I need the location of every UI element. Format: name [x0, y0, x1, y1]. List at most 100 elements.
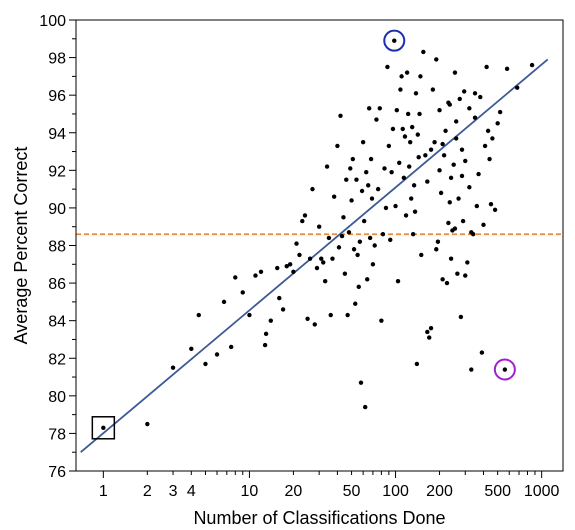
- data-point: [395, 279, 401, 284]
- x-axis-title: Number of Classifications Done: [193, 508, 445, 528]
- data-point: [357, 239, 363, 244]
- data-point: [287, 262, 293, 267]
- y-tick-label: 88: [48, 239, 66, 256]
- data-point: [452, 226, 458, 231]
- data-point: [297, 252, 302, 258]
- data-point: [393, 203, 398, 209]
- data-point: [451, 162, 456, 167]
- data-point: [300, 218, 305, 224]
- y-tick-label: 96: [48, 88, 66, 105]
- data-point: [203, 361, 208, 367]
- data-point: [319, 256, 324, 261]
- data-point: [346, 230, 352, 235]
- data-point: [379, 318, 384, 323]
- data-point: [403, 213, 409, 218]
- y-axis-title: Average Percent Correct: [11, 147, 31, 345]
- data-point: [437, 108, 442, 113]
- data-point: [423, 153, 428, 158]
- data-point: [263, 331, 269, 337]
- data-point: [476, 171, 481, 177]
- data-point: [302, 213, 308, 218]
- x-axis: 1 2 3 4 10 20 50 100 200 500 1000: [99, 471, 560, 500]
- data-point: [310, 186, 315, 192]
- y-tick-label: 80: [48, 389, 66, 406]
- data-point: [394, 108, 400, 113]
- data-point: [437, 168, 442, 173]
- data-point: [400, 126, 405, 132]
- data-point: [356, 284, 361, 290]
- data-point: [331, 194, 337, 199]
- y-tick-label: 86: [48, 276, 66, 293]
- data-point: [452, 70, 458, 75]
- data-point: [348, 166, 353, 171]
- data-point: [351, 247, 357, 252]
- data-point: [367, 235, 373, 241]
- data-point: [478, 94, 483, 100]
- x-tick-label: 1: [99, 483, 108, 500]
- data-point: [409, 124, 415, 130]
- y-axis: 76 78 80 82 84 86 88 90 92 94 96 98 100: [39, 13, 76, 481]
- data-point: [469, 367, 474, 372]
- data-point: [456, 196, 461, 201]
- data-point: [414, 361, 420, 367]
- data-point: [388, 237, 393, 243]
- data-point: [262, 342, 268, 348]
- data-point: [459, 147, 465, 152]
- highlight-markers: [91, 29, 516, 440]
- y-tick-label: 82: [48, 351, 66, 368]
- data-point: [145, 421, 150, 427]
- data-point: [253, 273, 258, 278]
- y-tick-label: 76: [48, 464, 66, 481]
- highlight-circle: [383, 29, 406, 52]
- data-point: [485, 128, 491, 134]
- data-point: [410, 232, 416, 237]
- data-point: [488, 201, 494, 207]
- data-point: [228, 344, 234, 350]
- x-tick-label: 2: [143, 483, 152, 500]
- data-point: [240, 290, 245, 295]
- data-point: [350, 156, 356, 162]
- data-point: [427, 335, 432, 340]
- data-point: [457, 96, 462, 102]
- data-point: [342, 271, 348, 276]
- data-point: [425, 329, 430, 335]
- data-point: [389, 170, 394, 175]
- data-point: [463, 158, 468, 164]
- data-points: [101, 38, 535, 430]
- y-tick-label: 92: [48, 163, 66, 180]
- y-tick-label: 84: [48, 314, 66, 331]
- y-tick-label: 94: [48, 126, 66, 143]
- data-point: [401, 175, 407, 181]
- data-point: [284, 263, 289, 269]
- x-tick-label: 500: [484, 483, 511, 500]
- data-point: [504, 66, 510, 72]
- data-point: [497, 109, 503, 115]
- data-point: [291, 269, 296, 275]
- data-point: [321, 260, 326, 265]
- data-point: [440, 277, 445, 282]
- data-point: [385, 64, 390, 70]
- data-point: [189, 346, 194, 352]
- data-point: [364, 170, 369, 175]
- data-point: [465, 260, 470, 265]
- data-point: [404, 70, 410, 75]
- data-point: [307, 256, 313, 261]
- data-point: [467, 106, 472, 111]
- data-point: [360, 139, 366, 145]
- data-point: [374, 117, 379, 122]
- data-point: [101, 425, 106, 430]
- data-point: [446, 220, 451, 226]
- data-point: [366, 183, 371, 188]
- data-point: [170, 365, 176, 370]
- data-point: [461, 89, 467, 94]
- data-point: [434, 57, 439, 62]
- x-tick-label: 4: [187, 483, 196, 500]
- data-point: [365, 277, 370, 282]
- data-point: [529, 62, 535, 68]
- data-point: [463, 273, 468, 278]
- data-point: [481, 222, 486, 228]
- data-point: [460, 218, 466, 224]
- data-point: [448, 256, 454, 261]
- data-point: [268, 318, 273, 323]
- highlight-circle: [493, 358, 516, 381]
